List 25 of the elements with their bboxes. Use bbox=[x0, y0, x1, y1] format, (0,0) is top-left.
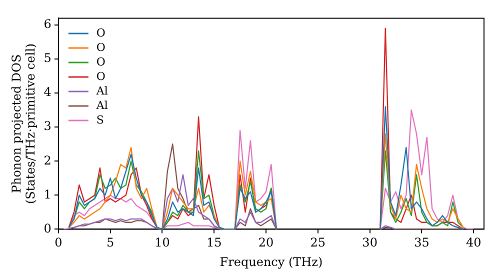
x-tick-label: 0 bbox=[54, 236, 62, 250]
y-tick-label: 6 bbox=[44, 17, 52, 32]
y-tick-label: 0 bbox=[44, 221, 52, 236]
x-tick-label: 15 bbox=[206, 236, 222, 250]
x-tick-label: 25 bbox=[310, 236, 326, 250]
y-tick-label: 2 bbox=[44, 153, 52, 168]
legend-label: S bbox=[96, 113, 104, 126]
y-tick-label: 5 bbox=[44, 51, 52, 66]
legend-label: O bbox=[96, 26, 106, 40]
legend-label: Al bbox=[95, 98, 108, 112]
legend-label: Al bbox=[95, 84, 108, 98]
x-tick-label: 5 bbox=[106, 236, 114, 250]
y-tick-label: 1 bbox=[44, 187, 52, 202]
x-tick-label: 10 bbox=[154, 236, 170, 250]
y-tick-label: 3 bbox=[44, 119, 52, 134]
y-axis-title: Phonon projected DOS (States/THz·primitive cell) bbox=[9, 43, 38, 204]
legend-label: O bbox=[96, 55, 106, 68]
x-tick-label: 35 bbox=[414, 236, 430, 250]
x-axis-title: Frequency (THz) bbox=[220, 254, 323, 269]
x-tick-label: 40 bbox=[466, 236, 482, 250]
y-tick-label: 4 bbox=[44, 85, 52, 100]
x-tick-label: 30 bbox=[362, 236, 378, 250]
legend-label: O bbox=[96, 40, 106, 54]
legend-label: O bbox=[96, 70, 106, 83]
x-tick-label: 20 bbox=[258, 236, 274, 250]
